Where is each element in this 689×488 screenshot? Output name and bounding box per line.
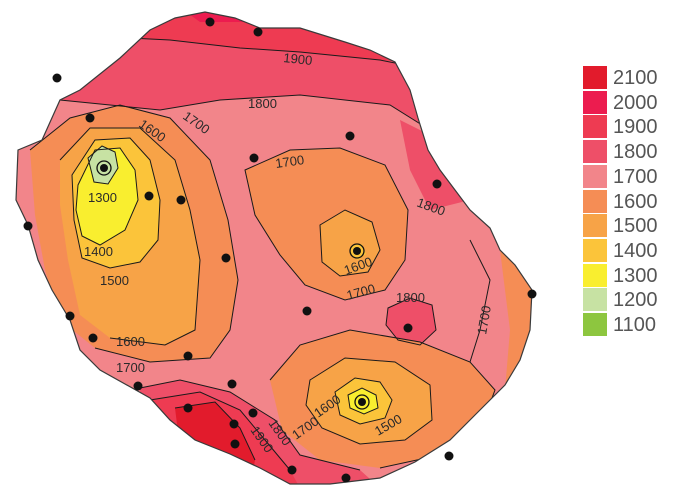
station-point: [249, 153, 259, 163]
legend-swatch: [583, 140, 607, 164]
legend-item: 1700: [583, 164, 689, 188]
legend-swatch: [583, 164, 607, 188]
station-point: [432, 179, 442, 189]
legend-label: 2100: [613, 67, 658, 89]
contour-label-1800-spot: 1800: [396, 290, 425, 305]
station-point: [205, 17, 215, 27]
contour-map: 1900 1800 1600 1700 1300 1400 1500 1700 …: [15, 11, 537, 485]
legend-swatch: [583, 288, 607, 312]
station-point: [221, 253, 231, 263]
legend-label: 1300: [613, 264, 658, 287]
legend-swatch: [583, 263, 607, 287]
station-point: [527, 289, 537, 299]
station-point: [229, 419, 239, 429]
station-point: [353, 247, 361, 255]
legend-item: 1400: [583, 238, 689, 262]
contour-label-1700-east: 1700: [474, 304, 494, 335]
contour-label-1300: 1300: [88, 190, 117, 205]
station-ring: [349, 243, 365, 259]
legend-label: 1100: [613, 314, 657, 336]
ringed-stations: [96, 160, 370, 410]
contour-label-1700-west-low: 1700: [116, 360, 145, 375]
legend-swatch: [583, 189, 607, 213]
legend-label: 1900: [613, 116, 658, 139]
contour-label-1900-north: 1900: [283, 50, 313, 68]
station-point: [358, 398, 366, 406]
contour-label-1400: 1400: [84, 244, 113, 259]
station-point: [88, 333, 98, 343]
contour-label-1600-west-low: 1600: [116, 334, 145, 349]
station-point: [100, 164, 108, 172]
station-point: [302, 306, 312, 316]
station-points: [23, 17, 537, 483]
legend-item: 2000: [583, 90, 689, 114]
legend-item: 1900: [583, 115, 689, 139]
contour-label-1800-north: 1800: [248, 96, 277, 111]
station-point: [403, 323, 413, 333]
station-point: [176, 195, 186, 205]
station-point: [230, 439, 240, 449]
legend-swatch: [583, 115, 607, 139]
zone-1500-center: [320, 210, 380, 276]
station-ring: [354, 394, 370, 410]
legend-label: 1600: [613, 190, 658, 213]
legend-label: 1400: [613, 239, 658, 262]
legend-label: 1200: [613, 289, 658, 312]
legend-swatch: [583, 66, 607, 89]
station-ring: [96, 160, 112, 176]
contour-label-1500-west: 1500: [100, 273, 129, 288]
station-point: [85, 113, 95, 123]
legend-swatch: [583, 214, 607, 238]
station-point: [65, 311, 75, 321]
station-point: [133, 381, 143, 391]
station-point: [227, 379, 237, 389]
station-point: [52, 73, 62, 83]
legend-item: 1300: [583, 263, 689, 287]
legend-swatch: [583, 238, 607, 262]
legend-label: 1800: [613, 141, 658, 164]
legend-item: 1800: [583, 140, 689, 164]
station-point: [23, 221, 33, 231]
legend-label: 2000: [613, 91, 658, 114]
legend-item: 2100: [583, 66, 689, 89]
station-point: [144, 191, 154, 201]
contour-label-1700-center: 1700: [274, 152, 305, 171]
legend-swatch: [583, 313, 607, 336]
contour-label-1700-center-low: 1700: [345, 281, 377, 303]
legend-label: 1700: [613, 165, 658, 188]
legend-item: 1600: [583, 189, 689, 213]
legend-item: 1500: [583, 214, 689, 238]
legend-item: 1100: [583, 313, 689, 336]
station-point: [287, 465, 297, 475]
station-point: [444, 451, 454, 461]
legend-label: 1500: [613, 215, 658, 238]
legend-item: 1200: [583, 288, 689, 312]
legend-swatch: [583, 90, 607, 114]
station-point: [253, 27, 263, 37]
station-point: [345, 131, 355, 141]
station-point: [183, 403, 193, 413]
station-point: [248, 408, 258, 418]
station-point: [183, 351, 193, 361]
zone-1800-spot: [386, 298, 436, 345]
station-point: [341, 473, 351, 483]
